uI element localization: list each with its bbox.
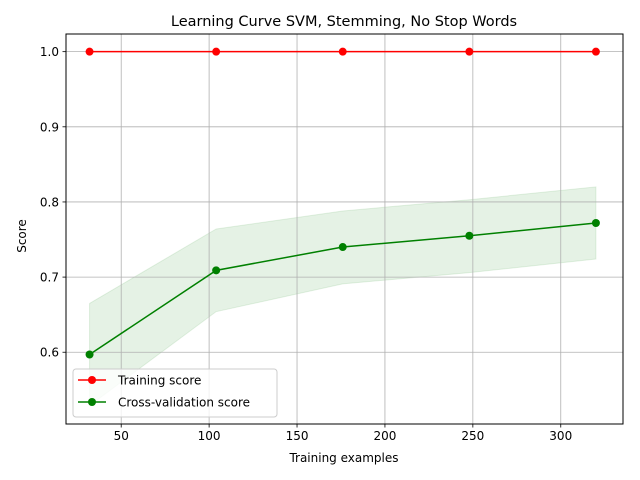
- legend-label-training: Training score: [117, 374, 201, 388]
- data-point-series-1-3: [465, 231, 474, 240]
- y-tick-label-4: 1.0: [40, 45, 59, 59]
- data-point-series-0-4: [591, 47, 600, 56]
- data-point-series-1-4: [591, 218, 600, 227]
- band-series-1: [89, 186, 597, 407]
- data-point-series-1-2: [338, 243, 347, 252]
- data-point-series-0-1: [212, 47, 221, 56]
- x-tick-label-0: 50: [114, 429, 129, 443]
- y-axis-ticks: 0.6 0.7 0.8 0.9 1.0: [40, 45, 66, 360]
- x-axis-ticks: 50 100 150 200 250 300: [114, 424, 572, 443]
- legend: Training score Cross-validation score: [72, 368, 278, 418]
- data-point-series-1-1: [212, 266, 221, 275]
- legend-label-cross-validation: Cross-validation score: [118, 396, 250, 410]
- y-tick-label-2: 0.8: [40, 195, 59, 209]
- series-markers: [85, 47, 600, 359]
- x-tick-label-2: 150: [286, 429, 309, 443]
- x-tick-label-4: 250: [461, 429, 484, 443]
- chart-title: Learning Curve SVM, Stemming, No Stop Wo…: [171, 14, 517, 30]
- legend-marker-training: [88, 376, 96, 384]
- data-point-series-0-3: [465, 47, 474, 56]
- data-point-series-0-2: [338, 47, 347, 56]
- x-axis-label: Training examples: [288, 451, 398, 465]
- y-tick-label-3: 0.9: [40, 120, 59, 134]
- data-point-series-1-0: [85, 350, 94, 359]
- data-point-series-0-0: [85, 47, 94, 56]
- y-tick-label-1: 0.7: [40, 271, 59, 285]
- legend-box: [72, 368, 278, 418]
- x-tick-label-3: 200: [373, 429, 396, 443]
- x-tick-label-5: 300: [549, 429, 572, 443]
- plot-frame: [65, 33, 624, 425]
- y-tick-label-0: 0.6: [40, 346, 59, 360]
- legend-marker-cross-validation: [88, 398, 96, 406]
- x-tick-label-1: 100: [198, 429, 221, 443]
- y-axis-label: Score: [15, 219, 29, 253]
